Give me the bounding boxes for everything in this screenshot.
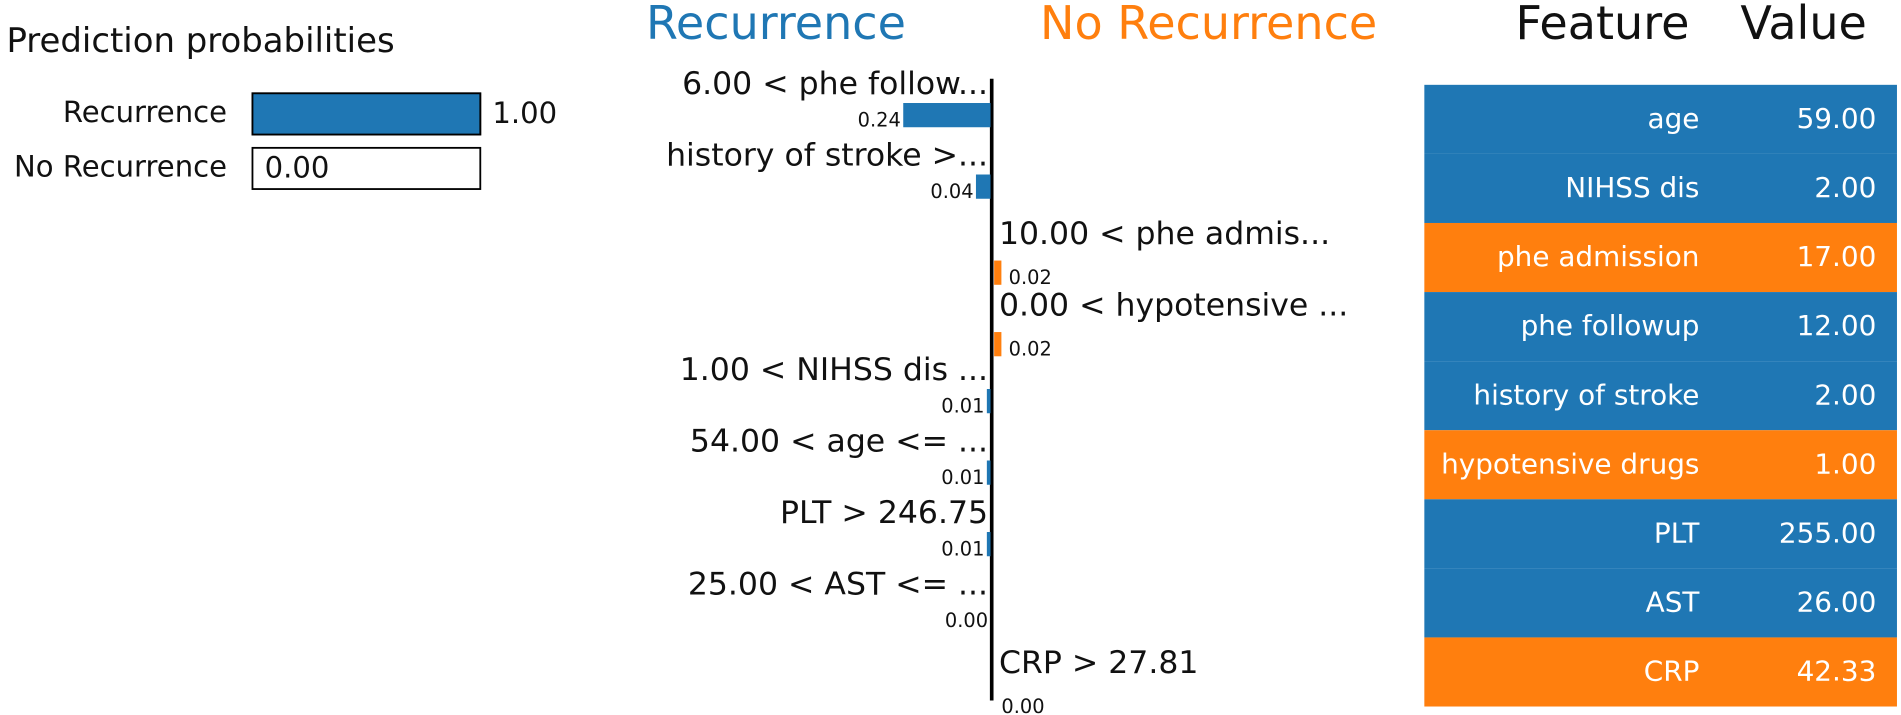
- table-row: [1424, 292, 1897, 362]
- probability-frame: [251, 146, 482, 190]
- contribution-bar: [986, 389, 991, 414]
- feature-value: 59.00: [1797, 102, 1877, 135]
- feature-condition: PLT > 246.75: [780, 495, 988, 531]
- feature-value: 255.00: [1779, 516, 1876, 549]
- feature-name: NIHSS dis: [1565, 171, 1699, 204]
- feature-name: history of stroke: [1473, 378, 1699, 411]
- table-row: [1424, 430, 1897, 500]
- table-header: Value: [1740, 0, 1866, 50]
- feature-value: 12.00: [1797, 309, 1877, 342]
- feature-value: 17.00: [1797, 240, 1877, 273]
- table-row: [1424, 568, 1897, 638]
- feature-value: 2.00: [1814, 378, 1876, 411]
- contribution-bar: [994, 260, 1002, 285]
- value-label: 1.00: [492, 96, 557, 130]
- feature-condition: 10.00 < phe admis...: [999, 216, 1330, 252]
- class-header: Recurrence: [646, 0, 906, 50]
- table-row: [1424, 84, 1897, 154]
- class-header: No Recurrence: [1040, 0, 1377, 50]
- table-header: Feature: [1515, 0, 1689, 50]
- contribution-bar: [986, 532, 991, 557]
- table-row: [1424, 222, 1897, 293]
- contribution-bar: [994, 332, 1002, 357]
- table-row: [1424, 153, 1897, 223]
- feature-condition: 6.00 < phe follow...: [682, 66, 988, 102]
- feature-condition: 1.00 < NIHSS dis ...: [680, 352, 988, 388]
- value-label: 0.02: [1009, 266, 1052, 289]
- feature-condition: 54.00 < age <= ...: [690, 423, 988, 459]
- probabilities-title: Prediction probabilities: [6, 22, 394, 61]
- feature-name: phe followup: [1521, 309, 1700, 342]
- feature-condition: 0.00 < hypotensive ...: [999, 288, 1348, 324]
- value-label: 0.01: [941, 395, 984, 418]
- feature-value: 1.00: [1814, 447, 1876, 480]
- feature-name: CRP: [1644, 655, 1700, 688]
- class-label: No Recurrence: [14, 149, 227, 183]
- contribution-bar: [903, 103, 991, 128]
- value-label: 0.01: [941, 538, 984, 561]
- feature-value: 42.33: [1797, 655, 1877, 688]
- class-label: Recurrence: [63, 95, 227, 129]
- value-label: 0.00: [265, 151, 330, 185]
- feature-value: 2.00: [1814, 171, 1876, 204]
- contribution-bar: [975, 174, 991, 199]
- table-row: [1424, 637, 1897, 707]
- feature-condition: history of stroke >...: [666, 137, 988, 173]
- value-label: 0.24: [858, 109, 901, 132]
- feature-name: age: [1648, 102, 1700, 135]
- feature-value: 26.00: [1797, 586, 1877, 619]
- value-label: 0.00: [1001, 695, 1044, 715]
- value-label: 0.01: [941, 466, 984, 489]
- feature-name: AST: [1646, 586, 1701, 619]
- table-row: [1424, 499, 1897, 569]
- probability-bar: [251, 92, 482, 136]
- table-row: [1424, 361, 1897, 431]
- feature-name: PLT: [1654, 516, 1700, 549]
- value-label: 0.00: [945, 609, 988, 632]
- feature-condition: 25.00 < AST <= ...: [688, 566, 988, 602]
- feature-condition: CRP > 27.81: [999, 645, 1198, 681]
- value-label: 0.02: [1009, 338, 1052, 361]
- contribution-bar: [986, 460, 991, 485]
- feature-name: phe admission: [1497, 240, 1699, 273]
- value-label: 0.04: [930, 180, 973, 203]
- feature-name: hypotensive drugs: [1441, 447, 1699, 480]
